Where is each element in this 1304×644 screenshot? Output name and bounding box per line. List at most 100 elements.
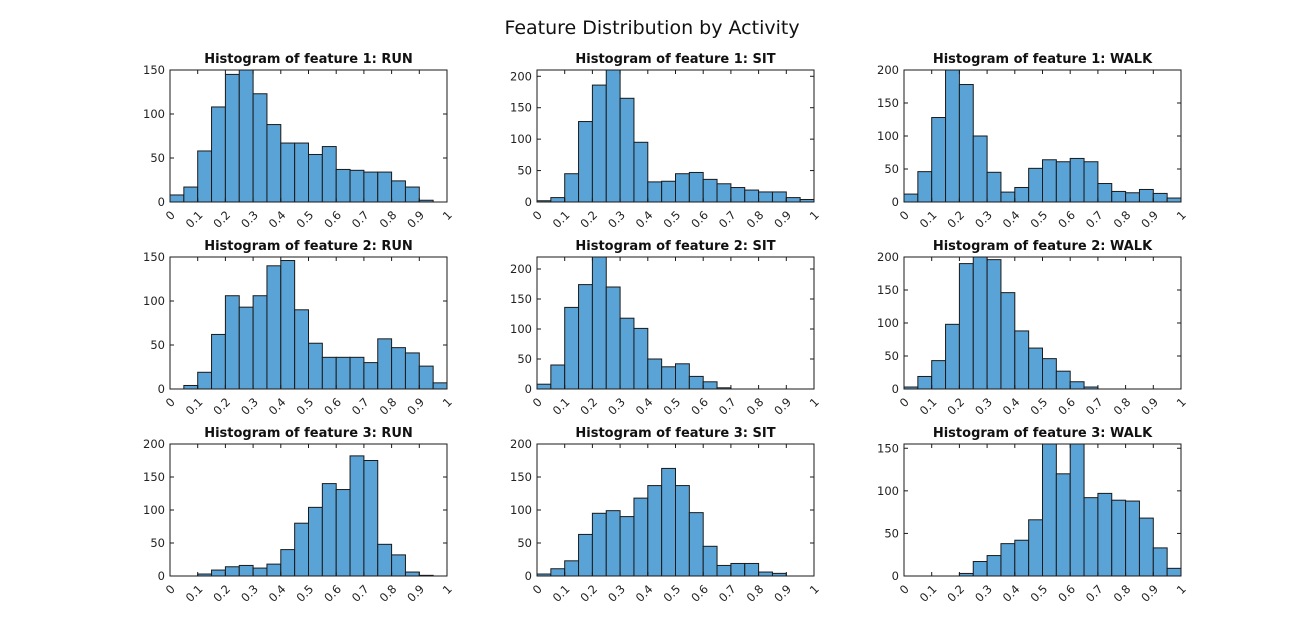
x-tick-label: 0.5 xyxy=(660,582,683,605)
histogram-panel-2: Histogram of feature 1: SIT 0 50 100 150 200 0… xyxy=(510,52,822,231)
y-tick-label: 200 xyxy=(510,262,532,276)
x-tick-label: 0.4 xyxy=(633,582,656,605)
histogram-bar xyxy=(647,358,663,389)
x-tick-label: 0.5 xyxy=(1027,208,1050,231)
histogram-bar xyxy=(238,306,254,389)
histogram-bar xyxy=(183,384,199,389)
histogram-bar xyxy=(1014,539,1030,576)
histogram-bar xyxy=(633,141,649,202)
x-tick-label: 0.5 xyxy=(293,208,316,231)
histogram-bar xyxy=(605,510,621,576)
x-tick-label: 0.5 xyxy=(660,208,683,231)
y-tick-label: 0 xyxy=(892,382,899,396)
histogram-bar xyxy=(578,533,593,576)
x-tick-label: 0.3 xyxy=(972,582,995,605)
x-tick-label: 1 xyxy=(440,395,455,410)
x-tick-label: 0 xyxy=(163,582,178,597)
histogram-bar xyxy=(1125,500,1140,576)
x-tick-label: 0.7 xyxy=(716,208,739,231)
histogram-bar xyxy=(1166,197,1181,202)
histogram-bar xyxy=(730,187,746,202)
histogram-bar xyxy=(758,571,773,576)
histogram-bar xyxy=(418,365,434,389)
histogram-bar xyxy=(661,366,677,389)
histogram-bar xyxy=(619,97,635,202)
x-tick-label: 1 xyxy=(807,208,822,223)
histogram-panel-9: Histogram of feature 3: WALK 0 50 100 150 0 0.… xyxy=(877,426,1189,605)
histogram-bar xyxy=(647,181,663,202)
histogram-bar xyxy=(377,338,393,389)
y-tick-label: 150 xyxy=(143,470,165,484)
x-tick-label: 0.4 xyxy=(266,395,289,418)
x-tick-label: 0.4 xyxy=(1000,582,1023,605)
histogram-bar xyxy=(197,371,213,389)
histogram-bar xyxy=(170,194,185,202)
x-tick-label: 0.7 xyxy=(349,208,372,231)
y-tick-label: 150 xyxy=(510,292,532,306)
histogram-bar xyxy=(224,295,240,389)
x-tick-label: 1 xyxy=(1174,395,1189,410)
histogram-bar xyxy=(211,569,226,576)
histogram-bar xyxy=(294,309,309,389)
y-tick-label: 50 xyxy=(517,536,532,550)
y-tick-label: 50 xyxy=(517,164,532,178)
histogram-bar xyxy=(1055,473,1071,576)
y-tick-label: 0 xyxy=(525,195,532,209)
panel-title: Histogram of feature 3: WALK xyxy=(933,426,1153,441)
histogram-bar xyxy=(633,327,649,389)
panel-title: Histogram of feature 1: WALK xyxy=(933,52,1153,67)
bars xyxy=(537,257,732,389)
y-tick-label: 0 xyxy=(892,569,899,583)
x-tick-label: 0 xyxy=(530,582,545,597)
histogram-bar xyxy=(730,562,746,576)
histogram-bar xyxy=(391,554,406,576)
histogram-bar xyxy=(252,567,268,576)
histogram-bar xyxy=(1152,192,1168,202)
histogram-bar xyxy=(945,323,960,389)
x-tick-label: 0.9 xyxy=(1138,395,1161,418)
histogram-bar xyxy=(605,70,621,202)
x-tick-label: 0.3 xyxy=(238,582,261,605)
bars xyxy=(170,70,434,202)
histogram-panel-4: Histogram of feature 2: RUN 0 50 100 150 0 0.1… xyxy=(143,239,455,418)
histogram-bar xyxy=(1097,183,1113,202)
y-tick-label: 50 xyxy=(884,526,899,540)
figure-title: Feature Distribution by Activity xyxy=(504,17,800,39)
histogram-bar xyxy=(211,106,226,202)
histogram-bar xyxy=(661,467,677,576)
x-tick-label: 0 xyxy=(897,208,912,223)
panel-title: Histogram of feature 2: WALK xyxy=(933,239,1153,254)
histogram-bar xyxy=(224,73,240,202)
bars xyxy=(904,70,1181,202)
bars xyxy=(537,467,787,576)
histogram-bar xyxy=(1028,347,1044,389)
histogram-panel-8: Histogram of feature 3: SIT 0 50 100 150 200 0… xyxy=(510,426,822,605)
x-tick-label: 1 xyxy=(1174,208,1189,223)
y-tick-label: 0 xyxy=(158,195,165,209)
x-tick-label: 0.2 xyxy=(944,582,967,605)
histogram-bar xyxy=(986,171,1002,202)
y-tick-label: 100 xyxy=(877,316,899,330)
bars xyxy=(958,444,1181,576)
y-tick-label: 150 xyxy=(510,470,532,484)
histogram-bar xyxy=(972,135,988,202)
histogram-bar xyxy=(550,197,566,202)
x-tick-label: 0.6 xyxy=(688,582,711,605)
x-tick-label: 0.3 xyxy=(605,582,628,605)
x-tick-label: 0 xyxy=(897,582,912,597)
histogram-bar xyxy=(266,265,282,389)
y-tick-label: 150 xyxy=(143,250,165,264)
histogram-bar xyxy=(391,347,406,389)
histogram-bar xyxy=(1000,292,1016,389)
histogram-bar xyxy=(917,375,933,389)
x-tick-label: 0.7 xyxy=(1083,208,1106,231)
panel-title: Histogram of feature 2: SIT xyxy=(575,239,775,254)
x-tick-label: 0.4 xyxy=(1000,208,1023,231)
histogram-bar xyxy=(758,191,773,202)
x-tick-label: 0.2 xyxy=(577,582,600,605)
histogram-bar xyxy=(1014,186,1030,202)
bars xyxy=(183,260,447,389)
histogram-bar xyxy=(958,263,974,389)
x-tick-label: 0.6 xyxy=(321,582,344,605)
